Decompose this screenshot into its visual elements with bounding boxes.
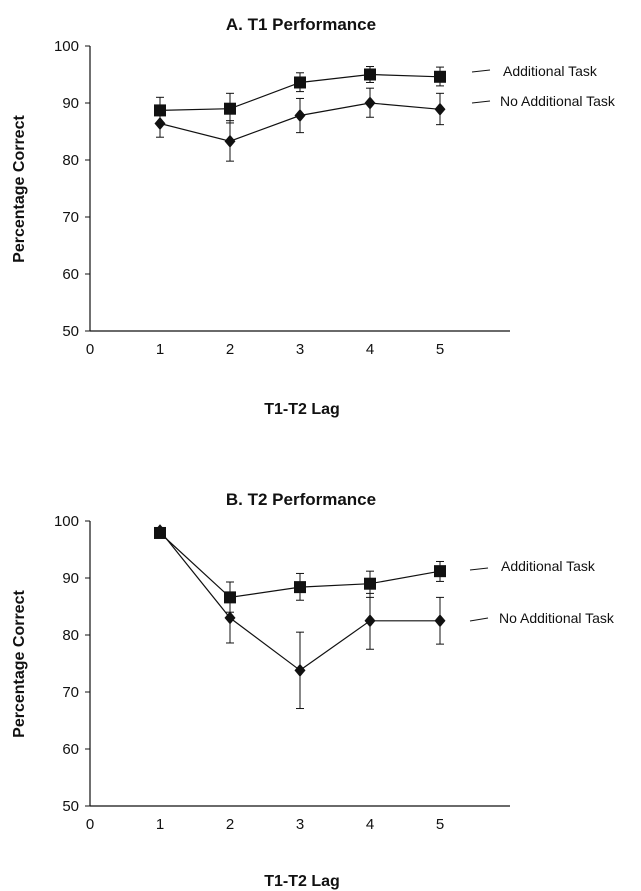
data-point-additional-task (364, 577, 376, 590)
y-tick-label: 50 (62, 323, 79, 340)
y-axis-title: Percentage Correct (11, 590, 28, 738)
legend: Additional Task No Additional Task (471, 63, 616, 109)
legend-label-no-additional-task: No Additional Task (499, 610, 615, 626)
x-tick-label: 2 (226, 341, 234, 358)
data-point-additional-task (434, 70, 446, 83)
y-tick-label: 60 (62, 266, 79, 283)
y-tick-label: 90 (62, 95, 79, 112)
data-point-no-additional-task (294, 663, 306, 677)
legend-label-no-additional-task: No Additional Task (500, 93, 616, 109)
chart-panel-b: B. T2 Performance Percentage Correct T1-… (11, 490, 615, 890)
data-point-additional-task (434, 565, 446, 578)
y-tick-label: 70 (62, 209, 79, 226)
y-tick-label: 90 (62, 570, 79, 587)
y-tick-label: 80 (62, 627, 79, 644)
legend-leader-line (469, 567, 489, 571)
y-tick-label: 100 (54, 38, 79, 55)
plot-area: 50 60 70 80 90 100 0 1 2 3 4 5 (54, 513, 510, 833)
x-tick-label: 1 (156, 341, 164, 358)
data-point-no-additional-task (294, 109, 306, 123)
chart-panel-a: A. T1 Performance Percentage Correct T1-… (11, 15, 616, 418)
data-point-no-additional-task (434, 614, 446, 628)
data-point-no-additional-task (364, 96, 376, 110)
y-tick-label: 80 (62, 152, 79, 169)
plot-area: 50 60 70 80 90 100 0 1 2 3 4 5 (54, 38, 510, 358)
y-tick-label: 100 (54, 513, 79, 530)
legend-leader-line (471, 69, 491, 73)
x-tick-label: 3 (296, 341, 304, 358)
y-tick-label: 70 (62, 684, 79, 701)
x-tick-label: 5 (436, 816, 444, 833)
x-axis-title: T1-T2 Lag (264, 873, 340, 890)
data-point-no-additional-task (224, 611, 236, 625)
x-tick-label: 4 (366, 341, 374, 358)
legend-leader-line (471, 100, 491, 104)
legend: Additional Task No Additional Task (469, 558, 615, 626)
x-tick-label: 0 (86, 341, 94, 358)
x-tick-label: 4 (366, 816, 374, 833)
data-point-no-additional-task (364, 614, 376, 628)
x-tick-label: 1 (156, 816, 164, 833)
chart-title: A. T1 Performance (226, 15, 376, 34)
legend-label-additional-task: Additional Task (501, 558, 596, 574)
legend-label-additional-task: Additional Task (503, 63, 598, 79)
x-tick-label: 2 (226, 816, 234, 833)
x-tick-label: 3 (296, 816, 304, 833)
legend-leader-line (469, 617, 489, 622)
x-tick-label: 5 (436, 341, 444, 358)
data-point-no-additional-task (154, 524, 166, 538)
y-axis-title: Percentage Correct (11, 115, 28, 263)
data-point-additional-task (224, 102, 236, 115)
chart-title: B. T2 Performance (226, 490, 376, 509)
y-tick-label: 60 (62, 741, 79, 758)
data-point-no-additional-task (224, 134, 236, 148)
data-point-additional-task (294, 76, 306, 89)
y-tick-label: 50 (62, 798, 79, 815)
data-point-no-additional-task (434, 102, 446, 116)
x-axis-title: T1-T2 Lag (264, 401, 340, 418)
data-point-additional-task (294, 581, 306, 594)
data-point-additional-task (364, 68, 376, 81)
data-point-no-additional-task (154, 117, 166, 131)
x-tick-label: 0 (86, 816, 94, 833)
